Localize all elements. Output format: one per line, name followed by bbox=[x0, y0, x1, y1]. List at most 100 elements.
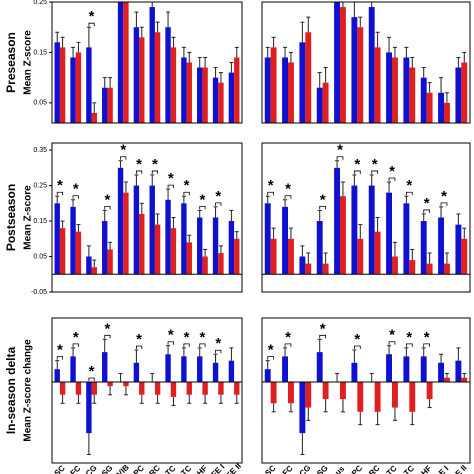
bar bbox=[234, 238, 240, 275]
significance-bracket bbox=[405, 191, 413, 196]
y-tick-label: 0.25 bbox=[33, 0, 47, 6]
bar bbox=[170, 381, 177, 397]
plot bbox=[264, 2, 468, 123]
significance-bracket bbox=[199, 206, 206, 210]
plot bbox=[264, 160, 468, 275]
significance-bracket bbox=[167, 341, 174, 345]
significance-bracket bbox=[215, 349, 222, 354]
significance-bracket bbox=[183, 191, 190, 196]
significance-marker: * bbox=[57, 342, 63, 359]
bar bbox=[75, 231, 82, 275]
bar bbox=[264, 203, 271, 275]
x-tick-label: TC bbox=[402, 464, 416, 474]
significance-marker: * bbox=[73, 181, 79, 198]
bar bbox=[70, 356, 76, 382]
bar bbox=[455, 360, 462, 382]
bar bbox=[59, 381, 66, 395]
bar bbox=[123, 2, 129, 123]
bar bbox=[117, 2, 124, 123]
significance-bracket bbox=[388, 177, 396, 182]
bar bbox=[149, 7, 155, 123]
bar bbox=[202, 381, 208, 395]
bar bbox=[228, 360, 235, 382]
bar bbox=[270, 381, 277, 404]
significance-bracket bbox=[267, 356, 275, 360]
x-tick-label: HF bbox=[419, 464, 433, 474]
bar bbox=[357, 27, 364, 123]
bar bbox=[218, 381, 224, 395]
bar bbox=[107, 87, 113, 123]
bar bbox=[133, 185, 140, 275]
bar bbox=[107, 249, 113, 275]
bar bbox=[392, 256, 398, 275]
bar bbox=[102, 352, 108, 382]
significance-marker: * bbox=[120, 142, 126, 159]
bar bbox=[420, 77, 427, 123]
bar bbox=[444, 263, 450, 275]
x-tick-label: SG bbox=[315, 463, 330, 474]
significance-marker: * bbox=[268, 342, 274, 359]
significance-marker: * bbox=[268, 177, 274, 194]
bar bbox=[270, 47, 277, 123]
bar bbox=[86, 381, 92, 434]
significance-bracket bbox=[167, 184, 174, 189]
significance-bracket bbox=[353, 345, 361, 349]
bar bbox=[270, 238, 277, 275]
significance-bracket bbox=[215, 202, 222, 206]
bar bbox=[420, 356, 427, 382]
significance-marker: * bbox=[199, 329, 205, 346]
bar bbox=[218, 82, 224, 123]
significance-bracket bbox=[183, 343, 190, 347]
bar bbox=[282, 206, 288, 275]
y-tick-label: 0.05 bbox=[33, 100, 47, 107]
bar bbox=[165, 27, 171, 123]
bar bbox=[133, 27, 140, 123]
bar bbox=[334, 2, 340, 123]
significance-bracket bbox=[56, 356, 64, 360]
bar bbox=[197, 217, 203, 275]
bar bbox=[123, 192, 129, 275]
x-tick-label: HF bbox=[195, 464, 209, 474]
bar bbox=[316, 352, 323, 382]
bar bbox=[212, 362, 219, 382]
significance-bracket bbox=[319, 206, 327, 210]
x-tick-label: E I bbox=[437, 464, 450, 474]
bar bbox=[368, 7, 375, 123]
significance-marker: * bbox=[168, 327, 174, 344]
significance-marker: * bbox=[89, 363, 95, 380]
bar bbox=[305, 32, 312, 123]
significance-marker: * bbox=[424, 329, 430, 346]
bar bbox=[305, 381, 312, 408]
bar bbox=[322, 263, 329, 275]
bar bbox=[386, 52, 392, 123]
x-tick-label: RC bbox=[367, 463, 382, 474]
bar bbox=[392, 57, 398, 123]
x-tick-label: CG bbox=[298, 463, 313, 474]
bar bbox=[123, 381, 129, 387]
significance-marker: * bbox=[136, 331, 142, 348]
x-tick-label: PC bbox=[350, 463, 364, 474]
significance-bracket bbox=[88, 22, 95, 27]
bar bbox=[102, 87, 108, 123]
significance-marker: * bbox=[152, 156, 158, 173]
significance-bracket bbox=[104, 206, 111, 210]
significance-marker: * bbox=[73, 329, 79, 346]
significance-marker: * bbox=[285, 181, 291, 198]
bar bbox=[288, 238, 294, 275]
bar bbox=[54, 42, 60, 123]
significance-bracket bbox=[405, 343, 413, 347]
significance-marker: * bbox=[406, 177, 412, 194]
axes-frame bbox=[51, 317, 243, 464]
y-tick-label: 0.05 bbox=[33, 253, 47, 260]
bar bbox=[420, 221, 427, 275]
significance-marker: * bbox=[337, 142, 343, 159]
bar bbox=[117, 167, 124, 275]
significance-bracket bbox=[371, 170, 379, 174]
y-axis-label: Mean Z-score bbox=[23, 30, 34, 95]
bar bbox=[186, 62, 192, 123]
bar bbox=[86, 47, 92, 123]
bar bbox=[299, 256, 306, 275]
significance-marker: * bbox=[389, 163, 395, 180]
significance-bracket bbox=[267, 191, 275, 196]
bar bbox=[75, 381, 82, 395]
